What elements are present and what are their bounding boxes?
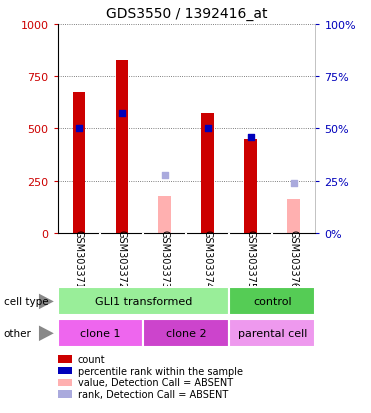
Point xyxy=(76,126,82,132)
Text: control: control xyxy=(253,297,292,307)
Text: GSM303375: GSM303375 xyxy=(246,230,256,289)
Bar xyxy=(115,61,128,233)
Polygon shape xyxy=(39,326,54,341)
Text: value, Detection Call = ABSENT: value, Detection Call = ABSENT xyxy=(78,377,233,387)
Text: rank, Detection Call = ABSENT: rank, Detection Call = ABSENT xyxy=(78,389,228,399)
Text: GSM303371: GSM303371 xyxy=(74,230,84,289)
Text: GSM303374: GSM303374 xyxy=(203,230,213,289)
Text: GLI1 transformed: GLI1 transformed xyxy=(95,297,192,307)
Bar xyxy=(144,320,229,347)
Text: GSM303372: GSM303372 xyxy=(117,230,127,289)
Polygon shape xyxy=(39,294,54,309)
Text: clone 1: clone 1 xyxy=(80,328,121,339)
Point xyxy=(291,180,297,187)
Bar xyxy=(229,288,315,316)
Bar xyxy=(58,320,144,347)
Title: GDS3550 / 1392416_at: GDS3550 / 1392416_at xyxy=(106,7,267,21)
Bar xyxy=(158,197,171,233)
Text: count: count xyxy=(78,354,105,364)
Text: clone 2: clone 2 xyxy=(166,328,207,339)
Text: GSM303376: GSM303376 xyxy=(289,230,299,289)
Point xyxy=(119,110,125,117)
Bar xyxy=(288,200,300,233)
Bar xyxy=(73,93,85,233)
Text: percentile rank within the sample: percentile rank within the sample xyxy=(78,366,243,376)
Bar xyxy=(201,114,214,233)
Text: cell type: cell type xyxy=(4,297,48,307)
Bar xyxy=(244,140,257,233)
Text: other: other xyxy=(4,328,32,339)
Text: parental cell: parental cell xyxy=(238,328,307,339)
Bar xyxy=(58,288,229,316)
Point xyxy=(205,126,211,132)
Point xyxy=(162,173,168,179)
Point xyxy=(248,134,254,141)
Text: GSM303373: GSM303373 xyxy=(160,230,170,289)
Bar xyxy=(229,320,315,347)
